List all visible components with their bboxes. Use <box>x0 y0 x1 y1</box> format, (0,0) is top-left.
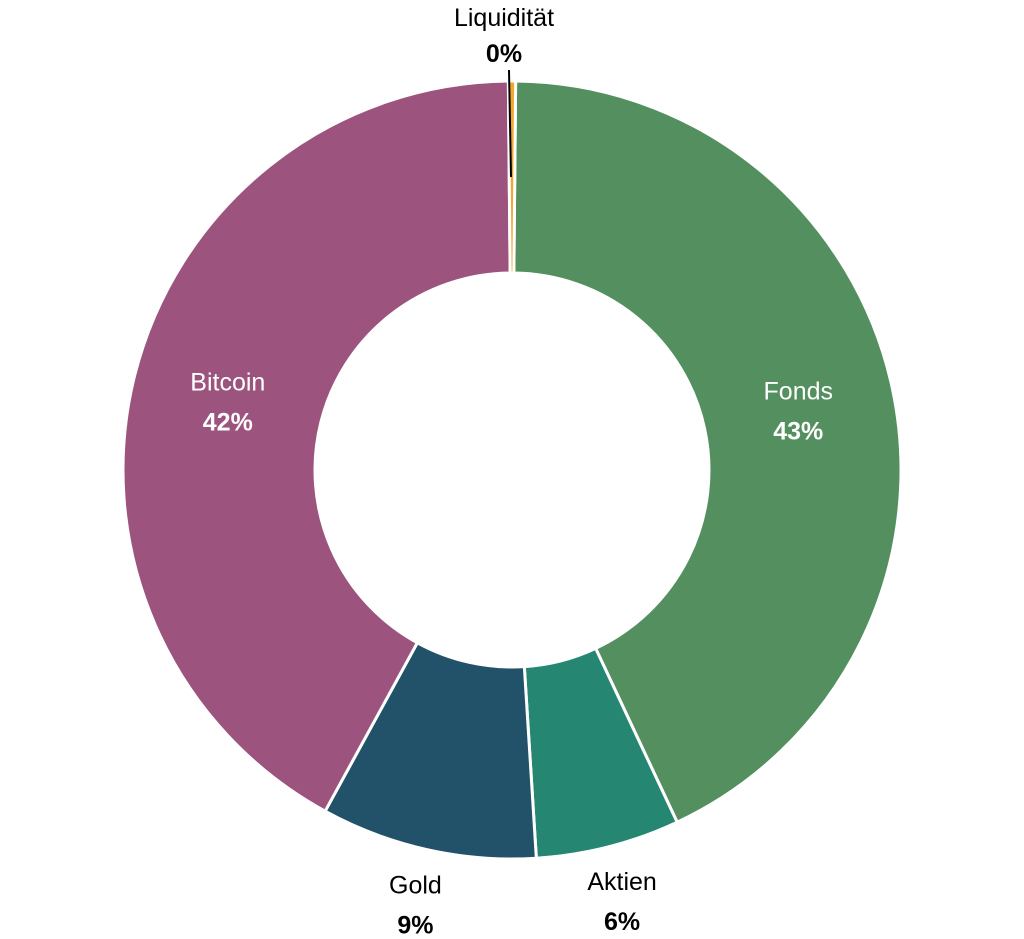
slice-value-liquiditaet: 0% <box>486 40 522 68</box>
slice-fonds <box>512 79 903 825</box>
slice-label-gold: Gold <box>389 871 442 899</box>
slice-bitcoin <box>121 79 512 814</box>
slice-labels: Fonds 43% Aktien 6% Gold 9% Bitcoin 42% Liquidit… <box>190 4 833 939</box>
slice-label-bitcoin: Bitcoin <box>190 369 265 397</box>
slice-value-fonds: 43% <box>773 418 823 446</box>
slice-value-bitcoin: 42% <box>203 409 253 437</box>
slice-label-fonds: Fonds <box>764 378 833 406</box>
slice-label-aktien: Aktien <box>587 868 656 896</box>
slice-label-liquiditaet: Liquidität <box>454 4 554 32</box>
donut-slices <box>121 79 903 861</box>
slice-value-gold: 9% <box>397 911 433 939</box>
leader-line-liquiditaet <box>508 69 512 178</box>
slice-value-aktien: 6% <box>604 908 640 936</box>
